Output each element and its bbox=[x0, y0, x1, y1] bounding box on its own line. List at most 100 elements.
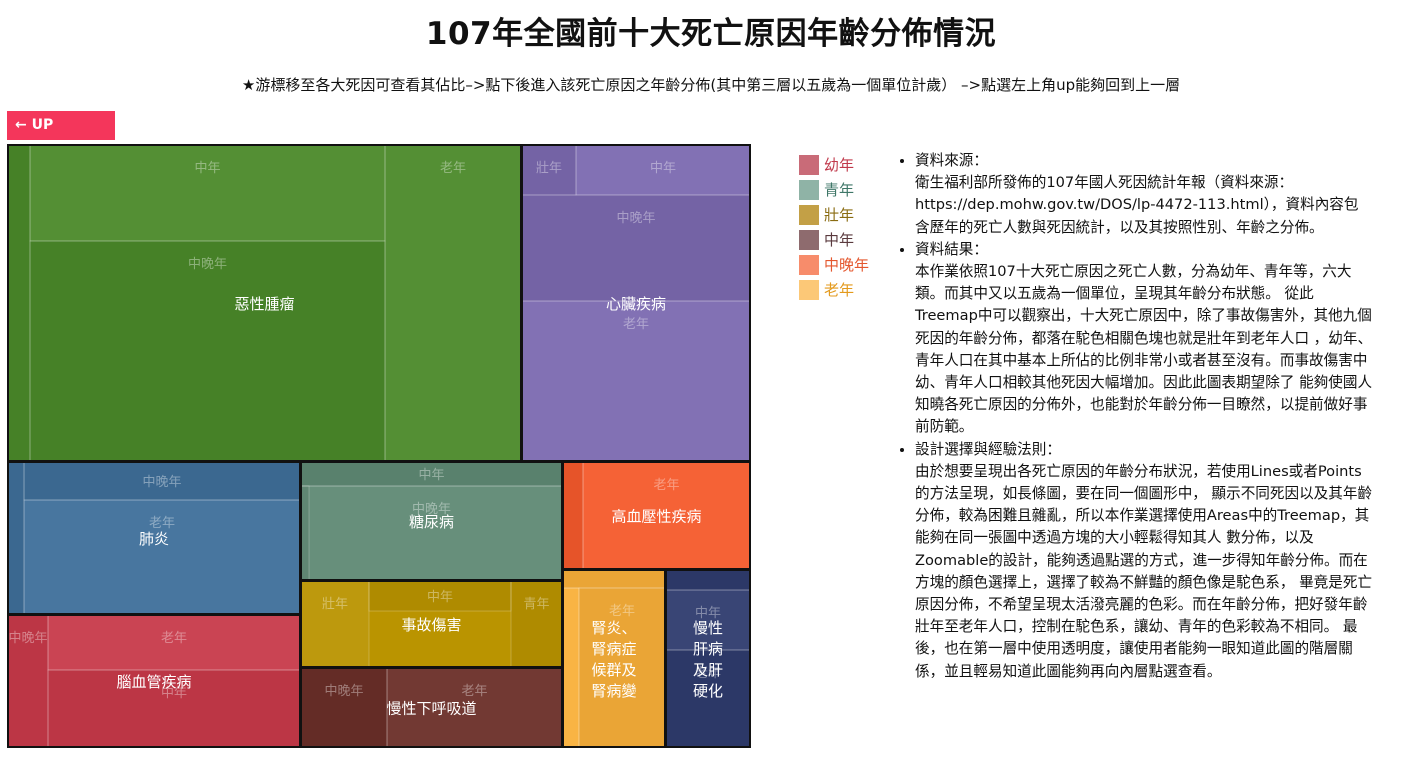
treemap-subcell bbox=[300, 667, 388, 748]
treemap-subcell bbox=[29, 240, 386, 462]
page-title: 107年全國前十大死亡原因年齡分佈情況 bbox=[425, 16, 997, 52]
treemap-subcell bbox=[7, 461, 25, 615]
treemap-subcell bbox=[300, 461, 563, 487]
note-item-results: 資料結果： 本作業依照107十大死亡原因之死亡人數，分為幼年、青年等，六大類。而… bbox=[915, 239, 1373, 439]
treemap-sublabel: 中晚年 bbox=[412, 502, 451, 517]
page-subtitle: ★游標移至各大死因可查看其佔比–>點下後進入該死亡原因之年齡分佈(其中第三層以五… bbox=[241, 76, 1181, 94]
treemap-label: 高血壓性疾病 bbox=[611, 508, 701, 526]
up-button[interactable]: ← UP bbox=[7, 111, 115, 140]
treemap-subcell bbox=[582, 461, 751, 570]
treemap-subcell bbox=[665, 569, 751, 591]
treemap-sublabel: 中晚年 bbox=[142, 475, 181, 490]
treemap-label: 惡性腫瘤 bbox=[234, 295, 294, 313]
note-body: 由於想要呈現出各死亡原因的年齡分布狀況，若使用Lines或者Points的方法呈… bbox=[915, 462, 1373, 680]
treemap-subcell bbox=[562, 569, 666, 589]
treemap-sublabel: 中年 bbox=[427, 590, 453, 605]
legend-item: 中晚年 bbox=[799, 252, 869, 277]
legend-swatch bbox=[799, 204, 819, 225]
treemap-sublabel: 老年 bbox=[609, 604, 635, 619]
treemap-subcell bbox=[47, 669, 301, 748]
treemap-label: 候群及 bbox=[591, 661, 636, 679]
treemap-subcell bbox=[562, 587, 580, 748]
treemap-subcell bbox=[300, 485, 563, 581]
treemap-rect[interactable] bbox=[8, 145, 521, 461]
note-item-design: 設計選擇與經驗法則： 由於想要呈現出各死亡原因的年齡分布狀況，若使用Lines或… bbox=[915, 439, 1373, 683]
treemap-rect[interactable] bbox=[522, 145, 750, 461]
treemap-rect[interactable] bbox=[563, 570, 665, 747]
treemap-label: 腎病症 bbox=[591, 640, 636, 658]
treemap-sublabel: 中晚年 bbox=[8, 631, 47, 646]
treemap-label: 糖尿病 bbox=[409, 513, 454, 531]
treemap-label: 慢性 bbox=[693, 619, 723, 637]
treemap-rect[interactable] bbox=[301, 668, 562, 747]
treemap-label: 硬化 bbox=[693, 682, 723, 700]
treemap-label: 腦血管疾病 bbox=[116, 673, 191, 691]
legend-label: 老年 bbox=[824, 281, 855, 299]
treemap-subcell bbox=[665, 649, 751, 748]
treemap-subcell bbox=[562, 461, 584, 570]
treemap-rect[interactable] bbox=[301, 462, 562, 580]
treemap-label: 肺炎 bbox=[139, 530, 169, 548]
treemap-subcell bbox=[386, 667, 563, 748]
treemap-subcell bbox=[665, 589, 751, 651]
note-body: 本作業依照107十大死亡原因之死亡人數，分為幼年、青年等，六大類。而其中又以五歲… bbox=[915, 263, 1373, 436]
treemap-sublabel: 中年 bbox=[695, 606, 721, 621]
legend-label: 壯年 bbox=[824, 206, 855, 224]
treemap-sublabel: 老年 bbox=[623, 317, 649, 332]
note-item-source: 資料來源： 衛生福利部所發佈的107年國人死因統計年報（資料來源：https:/… bbox=[915, 150, 1373, 239]
treemap-label: 腎炎、 bbox=[591, 619, 636, 637]
treemap-sublabel: 壯年 bbox=[536, 161, 562, 176]
legend-item: 老年 bbox=[799, 277, 869, 302]
treemap-subcell bbox=[47, 614, 301, 671]
treemap-subcell bbox=[510, 580, 563, 668]
treemap-sublabel: 中年 bbox=[194, 161, 220, 176]
legend-item: 中年 bbox=[799, 227, 869, 252]
legend-swatch bbox=[799, 179, 819, 200]
treemap-rect[interactable] bbox=[8, 615, 300, 747]
treemap-label: 腎病變 bbox=[591, 682, 636, 700]
treemap-rect[interactable] bbox=[666, 570, 750, 747]
note-heading: 設計選擇與經驗法則： bbox=[915, 440, 1061, 458]
legend-swatch bbox=[799, 229, 819, 250]
treemap-sublabel: 中年 bbox=[161, 686, 187, 701]
treemap-rect[interactable] bbox=[301, 581, 562, 667]
legend-item: 幼年 bbox=[799, 152, 869, 177]
treemap-subcell bbox=[384, 144, 522, 462]
treemap-sublabel: 老年 bbox=[695, 666, 721, 681]
legend-label: 青年 bbox=[824, 181, 855, 199]
legend-swatch bbox=[799, 279, 819, 300]
treemap-sublabel: 中年 bbox=[650, 161, 676, 176]
note-body: 衛生福利部所發佈的107年國人死因統計年報（資料來源：https://dep.m… bbox=[915, 174, 1359, 236]
treemap-subcell bbox=[23, 461, 301, 501]
treemap-subcell bbox=[521, 300, 751, 462]
legend-swatch bbox=[799, 254, 819, 275]
treemap-sublabel: 老年 bbox=[653, 478, 679, 493]
treemap-rect[interactable] bbox=[563, 462, 750, 569]
treemap-label: 肝病 bbox=[693, 640, 723, 658]
treemap-subcell bbox=[29, 144, 386, 242]
treemap-rect[interactable] bbox=[8, 462, 300, 614]
treemap-subcell bbox=[300, 485, 310, 581]
treemap-subcell bbox=[300, 580, 370, 668]
legend-item: 青年 bbox=[799, 177, 869, 202]
treemap-sublabel: 中晚年 bbox=[188, 257, 227, 272]
treemap-subcell bbox=[368, 580, 512, 612]
treemap-sublabel: 老年 bbox=[161, 631, 187, 646]
treemap-label: 慢性下呼吸道 bbox=[386, 700, 476, 718]
treemap-sublabel: 老年 bbox=[440, 161, 466, 176]
treemap-sublabel: 老年 bbox=[149, 516, 175, 531]
treemap-subcell bbox=[578, 587, 666, 748]
legend: 幼年青年壯年中年 中晚年老年 bbox=[799, 152, 869, 302]
treemap-sublabel: 青年 bbox=[523, 597, 549, 612]
